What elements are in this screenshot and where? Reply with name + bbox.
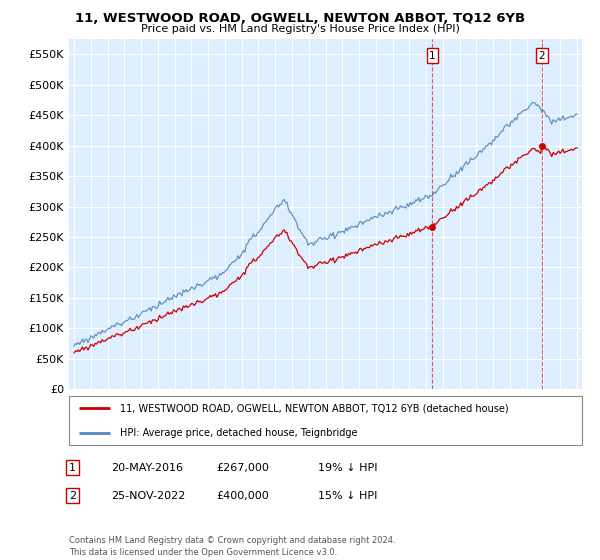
- Text: 11, WESTWOOD ROAD, OGWELL, NEWTON ABBOT, TQ12 6YB: 11, WESTWOOD ROAD, OGWELL, NEWTON ABBOT,…: [75, 12, 525, 25]
- FancyBboxPatch shape: [69, 396, 582, 445]
- Text: 1: 1: [69, 463, 76, 473]
- Text: 20-MAY-2016: 20-MAY-2016: [111, 463, 183, 473]
- Text: £267,000: £267,000: [216, 463, 269, 473]
- Text: 15% ↓ HPI: 15% ↓ HPI: [318, 491, 377, 501]
- Text: 2: 2: [69, 491, 76, 501]
- Text: HPI: Average price, detached house, Teignbridge: HPI: Average price, detached house, Teig…: [121, 428, 358, 438]
- Text: £400,000: £400,000: [216, 491, 269, 501]
- Text: Price paid vs. HM Land Registry's House Price Index (HPI): Price paid vs. HM Land Registry's House …: [140, 24, 460, 34]
- Text: 11, WESTWOOD ROAD, OGWELL, NEWTON ABBOT, TQ12 6YB (detached house): 11, WESTWOOD ROAD, OGWELL, NEWTON ABBOT,…: [121, 403, 509, 413]
- Text: Contains HM Land Registry data © Crown copyright and database right 2024.
This d: Contains HM Land Registry data © Crown c…: [69, 536, 395, 557]
- Text: 1: 1: [429, 50, 436, 60]
- Text: 25-NOV-2022: 25-NOV-2022: [111, 491, 185, 501]
- Text: 2: 2: [538, 50, 545, 60]
- Text: 19% ↓ HPI: 19% ↓ HPI: [318, 463, 377, 473]
